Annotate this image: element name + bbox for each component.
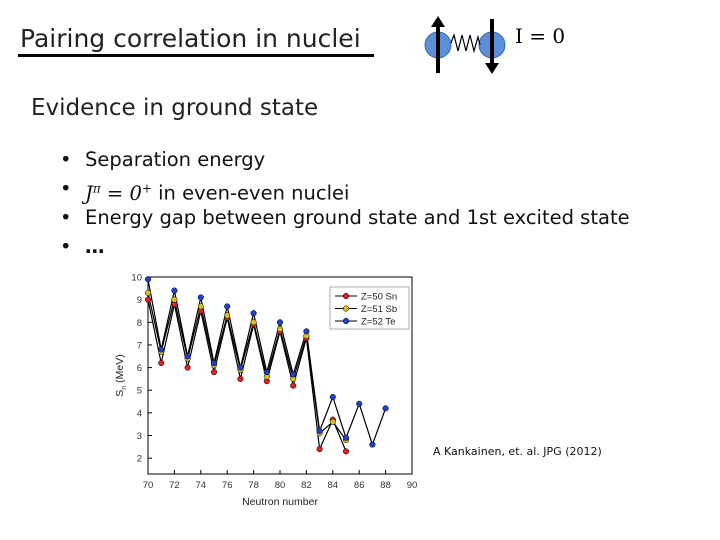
- data-point-2: [210, 359, 218, 367]
- bullet-item: • Jπ = 0+ in even-even nuclei: [60, 174, 630, 205]
- jpi-symbol: J: [85, 181, 93, 205]
- y-tick-label: 3: [137, 431, 142, 442]
- x-tick-label: 90: [407, 480, 418, 491]
- bullet-text: in even-even nuclei: [158, 181, 350, 205]
- x-tick-label: 80: [275, 480, 286, 491]
- data-point-2: [369, 441, 376, 448]
- data-point-1: [329, 418, 336, 425]
- spin-down-arrowhead: [485, 63, 499, 74]
- data-point-0: [237, 375, 244, 382]
- y-tick-label: 9: [137, 295, 142, 306]
- data-point-2: [356, 400, 363, 407]
- data-point-2: [276, 319, 284, 326]
- bullet-text: …: [85, 235, 107, 258]
- title-underline: [18, 54, 374, 57]
- bullet-text: Separation energy: [85, 148, 266, 171]
- data-point-2: [237, 364, 244, 371]
- data-point-2: [263, 369, 270, 376]
- data-point-2: [342, 434, 350, 441]
- legend-label: Z=51 Sb: [361, 304, 397, 315]
- data-point-2: [382, 405, 389, 412]
- bullet-item: • Energy gap between ground state and 1st…: [60, 203, 630, 232]
- data-point-2: [144, 276, 152, 283]
- separation-energy-chart: 70 72 74 76 78 80 82 84 86 88 902345678910Neutron …: [114, 273, 418, 509]
- y-tick-label: 6: [137, 363, 142, 374]
- data-point-2: [171, 287, 178, 294]
- y-tick-label: 8: [137, 318, 142, 329]
- legend-marker: [342, 305, 350, 312]
- bullet-item: •…: [60, 232, 630, 261]
- section-subtitle: Evidence in ground state: [31, 95, 319, 121]
- jpi-expression: Jπ = 0+: [85, 181, 152, 205]
- y-tick-label: 10: [131, 273, 142, 284]
- data-point-0: [210, 369, 218, 376]
- spin-label: I = 0: [515, 24, 566, 48]
- x-tick-label: 88: [380, 480, 391, 491]
- data-point-1: [250, 319, 257, 326]
- bullet-dot: •: [60, 148, 72, 171]
- spin-up-arrowhead: [431, 16, 445, 27]
- data-point-0: [158, 359, 165, 367]
- citation: A Kankainen, et. al. JPG (2012): [433, 445, 602, 458]
- jpi-parity: π: [92, 181, 101, 195]
- bullet-text: Energy gap between ground state and 1st …: [85, 206, 630, 229]
- data-point-2: [250, 310, 257, 317]
- bullet-dot: •: [60, 177, 72, 200]
- series-line-0: [147, 299, 347, 452]
- data-point-2: [329, 393, 336, 401]
- interaction-wave: [450, 32, 481, 54]
- x-tick-label: 86: [354, 480, 365, 491]
- data-point-2: [303, 328, 310, 335]
- x-tick-label: 72: [169, 480, 180, 491]
- legend-marker: [342, 317, 350, 325]
- jpi-value: = 0: [106, 181, 142, 205]
- x-tick-label: 70: [143, 480, 154, 491]
- data-point-1: [144, 289, 152, 296]
- legend-marker: [342, 292, 350, 300]
- bullet-dot: •: [60, 235, 72, 258]
- x-tick-label: 84: [328, 480, 339, 491]
- data-point-2: [316, 427, 323, 435]
- x-axis-label: Neutron number: [242, 496, 318, 508]
- bullet-item: • Separation energy: [60, 145, 630, 174]
- x-tick-label: 74: [196, 480, 207, 491]
- data-point-0: [290, 382, 297, 389]
- y-tick-label: 7: [137, 340, 142, 351]
- bullet-list: • Separation energy • Jπ = 0+ in even-even…: [60, 145, 630, 261]
- data-point-2: [197, 294, 204, 301]
- data-point-2: [290, 371, 297, 378]
- data-point-0: [342, 448, 350, 455]
- y-tick-label: 5: [137, 386, 142, 397]
- x-tick-label: 76: [222, 480, 233, 491]
- slide-title: Pairing correlation in nuclei: [20, 24, 361, 53]
- x-tick-label: 78: [248, 480, 259, 491]
- data-point-0: [316, 446, 323, 453]
- data-point-2: [184, 353, 191, 360]
- y-tick-label: 4: [137, 408, 142, 419]
- bullet-dot: •: [60, 206, 72, 229]
- data-point-1: [276, 326, 284, 333]
- x-tick-label: 82: [301, 480, 312, 491]
- legend-label: Z=52 Te: [361, 317, 395, 328]
- data-point-1: [171, 296, 178, 303]
- legend-label: Z=50 Sn: [361, 292, 397, 303]
- jpi-plus: +: [141, 181, 152, 195]
- data-point-0: [184, 364, 191, 371]
- nucleon-pair-icon: [424, 16, 506, 74]
- data-point-2: [224, 303, 231, 310]
- y-tick-label: 2: [137, 454, 142, 465]
- data-point-1: [224, 312, 231, 319]
- data-point-0: [144, 296, 152, 303]
- data-point-1: [197, 303, 204, 310]
- y-axis-label: Sn (MeV): [114, 354, 128, 396]
- data-point-2: [158, 346, 165, 353]
